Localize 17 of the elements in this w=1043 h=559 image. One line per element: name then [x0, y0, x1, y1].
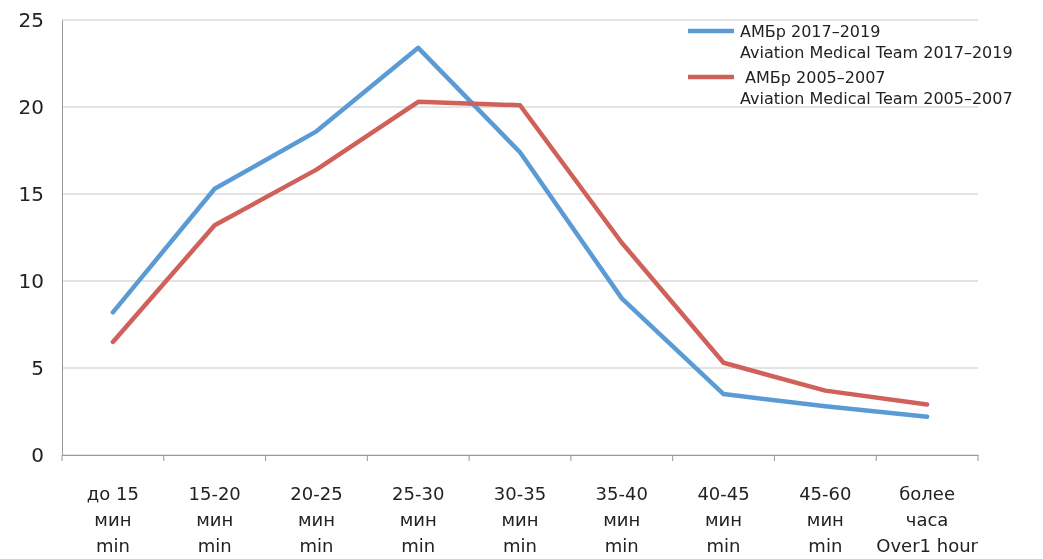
- x-tick-label: 20-25 мин min: [290, 483, 343, 556]
- y-tick-label: 10: [18, 268, 44, 293]
- x-tick-label: до 15 мин min: [86, 483, 139, 556]
- y-tick-label: 15: [18, 181, 44, 206]
- x-tick-label: 35-40 мин min: [595, 483, 648, 556]
- y-tick-label: 20: [18, 94, 44, 119]
- x-tick-label: 40-45 мин min: [697, 483, 750, 556]
- x-tick-label: 30-35 мин min: [493, 483, 547, 556]
- legend-label: АМБр 2005–2007 Aviation Medical Team 2005–2007: [740, 68, 1013, 108]
- x-tick-label: 15-20 мин min: [188, 483, 241, 556]
- x-tick-label: более часа Over1 hour: [876, 483, 979, 556]
- y-tick-label: 25: [18, 7, 44, 32]
- x-tick-label: 25-30 мин min: [392, 483, 445, 556]
- x-tick-label: 45-60 мин min: [799, 483, 852, 556]
- y-tick-label: 0: [31, 442, 44, 467]
- legend-label: АМБр 2017–2019 Aviation Medical Team 2017–2019: [740, 22, 1013, 62]
- y-tick-label: 5: [31, 355, 44, 380]
